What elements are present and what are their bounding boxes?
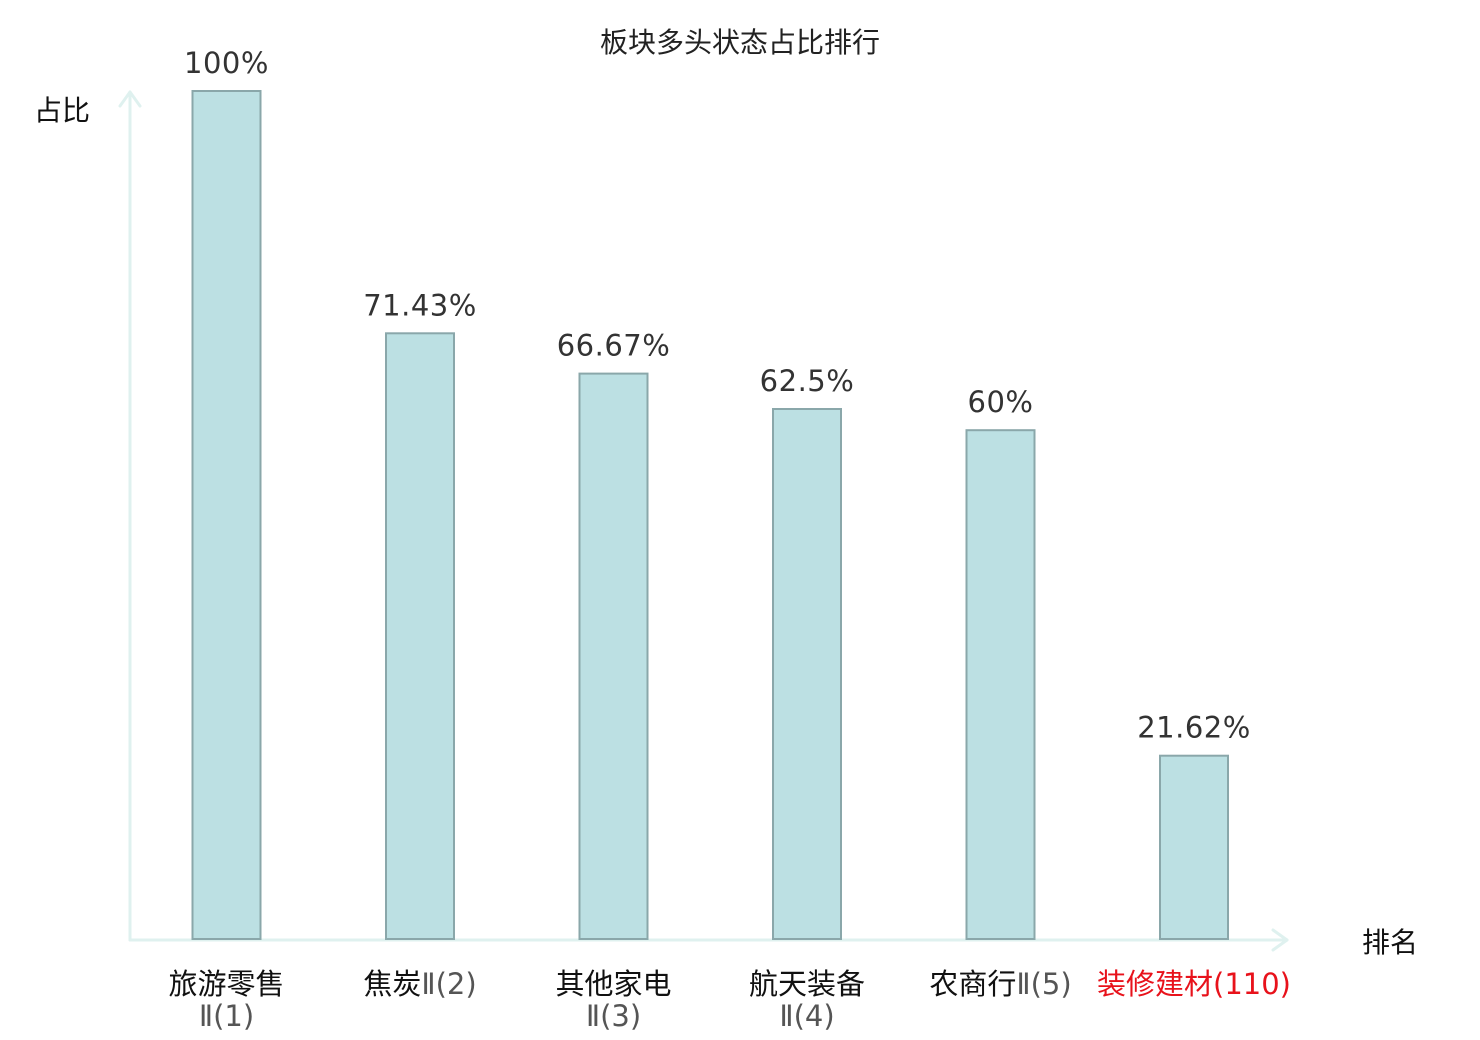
value-label-5: 60%: [968, 385, 1034, 419]
bar-6: [1159, 754, 1229, 941]
chart-title: 板块多头状态占比排行: [600, 26, 880, 59]
category-label-5: 农商行Ⅱ(5): [929, 967, 1071, 1001]
x-axis-label: 排名: [1362, 926, 1418, 959]
category-label-6: 装修建材(110): [1097, 967, 1291, 1001]
category-rank-3: Ⅱ(3): [586, 999, 641, 1033]
x-axis-arrow-icon: [1271, 928, 1289, 952]
category-rank-4: Ⅱ(4): [779, 999, 834, 1033]
value-label-2: 71.43%: [363, 288, 477, 322]
value-label-1: 100%: [184, 46, 269, 80]
bar-4: [772, 408, 842, 940]
value-labels: 100% 71.43% 66.67% 62.5% 60% 21.62%: [184, 46, 1251, 745]
bar-5: [965, 429, 1036, 940]
value-label-6: 21.62%: [1137, 711, 1251, 745]
value-label-3: 66.67%: [557, 329, 671, 363]
category-label-4: 航天装备: [749, 967, 865, 1001]
bar-1: [191, 90, 262, 940]
axes: [118, 90, 1289, 952]
category-label-3: 其他家电: [555, 967, 671, 1001]
bar-series: [191, 90, 1229, 941]
bar-2: [385, 332, 455, 940]
category-rank-1: Ⅱ(1): [199, 999, 254, 1033]
y-axis-label: 占比: [34, 94, 90, 127]
category-label-1: 旅游零售: [168, 967, 284, 1001]
category-label-2: 焦炭Ⅱ(2): [363, 967, 476, 1001]
bar-3: [578, 372, 649, 941]
value-label-4: 62.5%: [760, 364, 855, 398]
y-axis-arrow-icon: [118, 90, 142, 108]
